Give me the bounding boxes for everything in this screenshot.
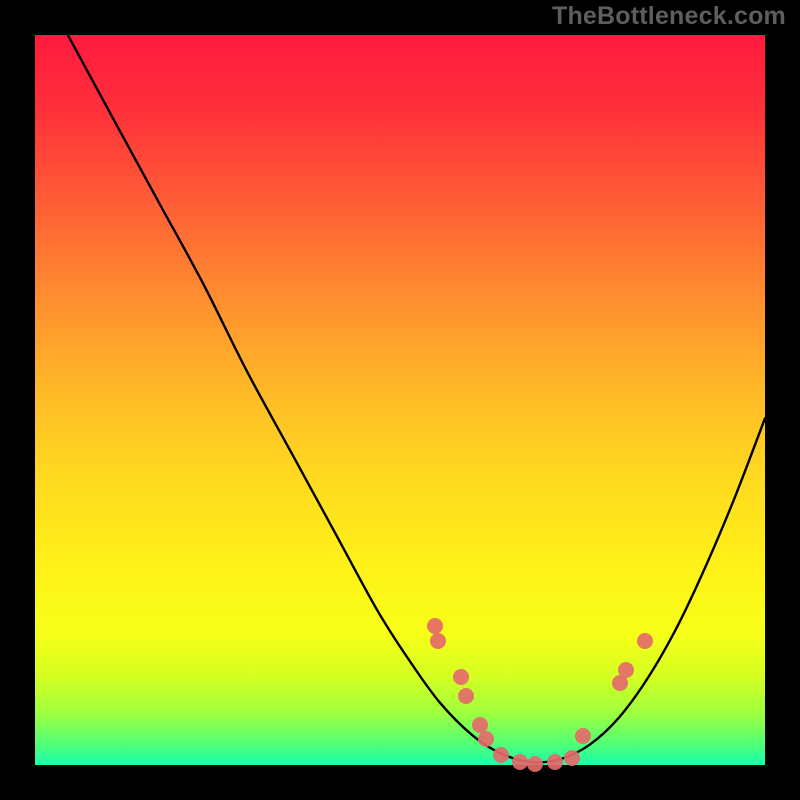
watermark-text: TheBottleneck.com <box>552 2 786 31</box>
data-dot <box>512 754 528 770</box>
data-dot <box>430 633 446 649</box>
data-dot <box>575 728 591 744</box>
data-dot <box>547 754 563 770</box>
data-dot <box>453 669 469 685</box>
data-dot <box>458 688 474 704</box>
data-dot <box>478 731 494 747</box>
data-dot <box>618 662 634 678</box>
data-dots-layer <box>35 35 765 765</box>
data-dot <box>564 750 580 766</box>
data-dot <box>472 717 488 733</box>
data-dot <box>637 633 653 649</box>
data-dot <box>427 618 443 634</box>
plot-area <box>35 35 765 765</box>
data-dot <box>493 747 509 763</box>
chart-root: TheBottleneck.com <box>0 0 800 800</box>
data-dot <box>527 756 543 772</box>
